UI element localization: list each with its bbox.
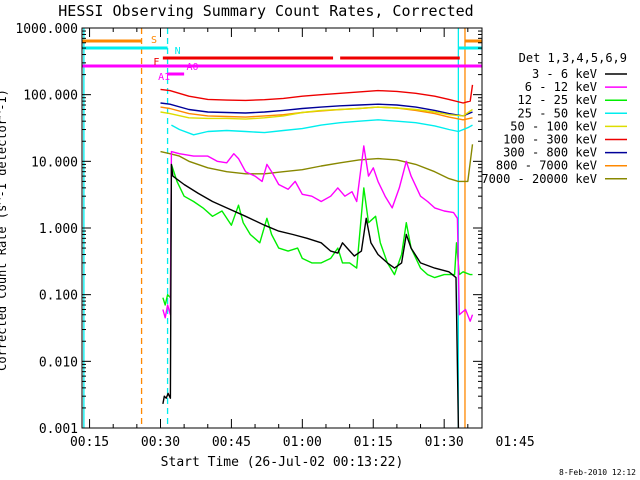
x-tick-label: 00:30 [141, 435, 180, 450]
x-axis-label: Start Time (26-Jul-02 00:13:22) [161, 455, 404, 470]
flag-label-a0: A0 [186, 62, 198, 73]
series-line-5 [160, 84, 474, 104]
series-line-3 [171, 119, 473, 136]
series-line-8 [160, 144, 474, 183]
y-tick-label: 100.000 [23, 89, 78, 104]
series-line-2 [162, 163, 473, 306]
x-tick-label: 01:00 [283, 435, 322, 450]
flag-label-f: F [153, 57, 159, 68]
legend-label-7: 800 - 7000 keV [496, 159, 597, 173]
series-line-1 [162, 145, 474, 322]
series-line-4 [160, 106, 473, 120]
y-tick-label: 1000.000 [15, 22, 78, 37]
x-tick-label: 01:30 [425, 435, 464, 450]
legend-label-2: 12 - 25 keV [518, 93, 597, 107]
series-line-6 [160, 102, 473, 117]
x-tick-label: 00:15 [70, 435, 109, 450]
y-tick-label: 0.100 [39, 289, 78, 304]
y-tick-label: 0.010 [39, 355, 78, 370]
legend-label-6: 300 - 800 keV [503, 146, 597, 160]
legend-label-8: 7000 - 20000 keV [481, 172, 597, 186]
y-tick-label: 0.001 [39, 422, 78, 437]
y-tick-label: 1.000 [39, 222, 78, 237]
legend-label-3: 25 - 50 keV [518, 106, 597, 120]
x-tick-label: 01:15 [354, 435, 393, 450]
legend-label-5: 100 - 300 keV [503, 133, 597, 147]
y-axis-label: Corrected Count Rate (s^-1 detector^-1) [0, 89, 9, 371]
y-axis: 0.001 0.010 0.100 1.000 10.000 100.000 1000.00… [15, 22, 482, 437]
legend-title: Det 1,3,4,5,6,9 [519, 51, 627, 65]
x-tick-label: 01:45 [496, 435, 535, 450]
flag-label-a1: A1 [158, 72, 170, 83]
flag-label-n: N [175, 46, 181, 57]
legend-label-1: 6 - 12 keV [525, 80, 597, 94]
legend-label-4: 50 - 100 keV [510, 119, 597, 133]
flag-label-s: S [151, 35, 157, 46]
series-line-0 [162, 163, 460, 428]
footer-date: 8-Feb-2010 12:12 [559, 468, 636, 477]
x-tick-label: 00:45 [212, 435, 251, 450]
x-axis: 00:15 00:30 00:45 01:00 01:15 01:30 01:45 [70, 28, 535, 450]
y-tick-label: 10.000 [31, 155, 78, 170]
legend-label-0: 3 - 6 keV [532, 67, 597, 81]
chart-title: HESSI Observing Summary Count Rates, Cor… [58, 2, 473, 20]
